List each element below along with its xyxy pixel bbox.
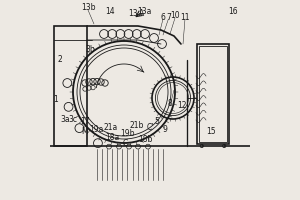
Text: A: A	[140, 9, 145, 19]
Text: 21b: 21b	[130, 120, 144, 130]
Text: 13b: 13b	[81, 3, 95, 12]
Text: 3c: 3c	[68, 116, 77, 124]
Text: 8: 8	[168, 99, 172, 108]
Text: 2: 2	[58, 55, 62, 64]
Text: 16: 16	[228, 7, 238, 17]
Text: 14: 14	[105, 7, 115, 17]
Text: 3b: 3b	[85, 46, 95, 54]
Text: C: C	[122, 138, 128, 148]
Text: 1: 1	[54, 96, 58, 104]
Text: 13: 13	[128, 8, 138, 18]
Text: 19b: 19b	[120, 130, 134, 138]
Text: 9: 9	[163, 124, 167, 134]
Text: C': C'	[146, 122, 154, 132]
Text: 7: 7	[166, 12, 171, 21]
Text: 6: 6	[160, 12, 165, 21]
Text: 21a: 21a	[104, 122, 118, 132]
Text: 12: 12	[177, 100, 187, 110]
Bar	[197, 44, 229, 144]
Text: 5: 5	[154, 116, 159, 126]
Text: 11: 11	[180, 12, 190, 21]
Bar	[54, 26, 87, 146]
Text: 13a: 13a	[137, 6, 151, 16]
Text: 10: 10	[170, 10, 180, 20]
Text: 18b: 18b	[138, 134, 152, 144]
Text: 3a: 3a	[60, 116, 70, 124]
Text: 18a: 18a	[105, 134, 119, 142]
Text: 15: 15	[206, 127, 216, 136]
Text: 19a: 19a	[89, 124, 103, 134]
Text: M: M	[82, 127, 88, 136]
Bar	[200, 46, 226, 142]
Text: 17: 17	[80, 116, 90, 126]
